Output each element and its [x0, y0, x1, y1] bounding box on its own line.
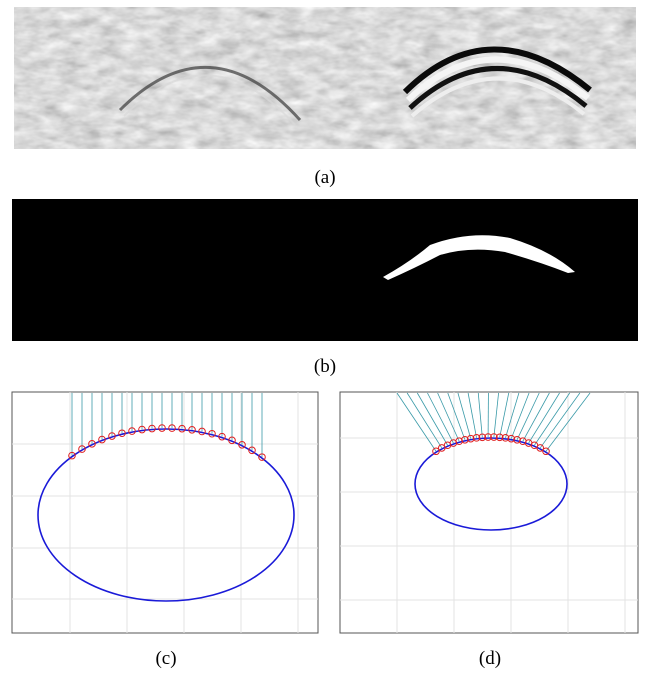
ray: [505, 392, 520, 438]
ray: [437, 392, 460, 442]
point: [455, 437, 463, 446]
point: [88, 440, 96, 448]
ray: [516, 392, 540, 440]
panel-d: [339, 391, 639, 634]
point: [495, 433, 504, 442]
point: [461, 435, 469, 444]
point: [158, 424, 166, 432]
point: [466, 434, 475, 443]
ray: [467, 392, 477, 438]
point: [128, 427, 136, 435]
ray: [539, 392, 581, 449]
point: [148, 424, 156, 433]
point: [432, 447, 440, 456]
hyperbola: [410, 76, 586, 118]
ray: [427, 392, 454, 444]
point: [78, 445, 86, 453]
ray: [528, 392, 560, 444]
point: [168, 424, 176, 432]
point: [507, 434, 516, 443]
point: [258, 453, 266, 461]
ray: [534, 392, 571, 446]
plot-frame: [11, 391, 319, 634]
ray: [416, 392, 448, 446]
point: [478, 433, 487, 442]
point: [178, 424, 186, 433]
mask-blob: [383, 235, 575, 280]
caption: (d): [479, 648, 501, 669]
point: [536, 444, 545, 452]
plot-frame: [339, 391, 639, 634]
point: [218, 432, 226, 441]
fitted-ellipse: [37, 428, 295, 602]
point: [138, 425, 146, 434]
point: [472, 434, 481, 442]
hyperbola: [123, 74, 297, 127]
point: [68, 451, 76, 460]
caption: (b): [314, 356, 336, 377]
point: [248, 446, 256, 455]
panel-b: [12, 199, 638, 341]
caption: (c): [155, 648, 176, 669]
point: [118, 429, 126, 438]
ray: [510, 392, 530, 439]
ray: [545, 392, 591, 452]
point: [208, 429, 216, 438]
panel-c: [11, 391, 319, 634]
radargram: [14, 7, 636, 149]
ray: [477, 392, 483, 438]
point: [198, 427, 206, 436]
ray: [447, 392, 466, 440]
ray: [522, 392, 550, 442]
hyperbola: [405, 56, 590, 103]
point: [188, 425, 196, 434]
hyperbola: [118, 66, 302, 122]
point: [108, 432, 116, 440]
point: [98, 435, 106, 444]
point: [484, 433, 492, 441]
ray: [396, 392, 437, 452]
point: [238, 441, 246, 449]
ray: [493, 392, 499, 438]
ray: [499, 392, 510, 438]
mask-background: [12, 199, 638, 341]
ray: [406, 392, 443, 449]
ray: [457, 392, 472, 439]
point: [513, 435, 521, 444]
hyperbola: [408, 66, 588, 110]
point: [228, 436, 236, 445]
caption: (a): [314, 167, 335, 188]
hyperbola: [402, 46, 592, 95]
point: [501, 434, 510, 442]
point: [490, 433, 498, 441]
panel-a: [14, 7, 636, 149]
point: [542, 447, 550, 456]
